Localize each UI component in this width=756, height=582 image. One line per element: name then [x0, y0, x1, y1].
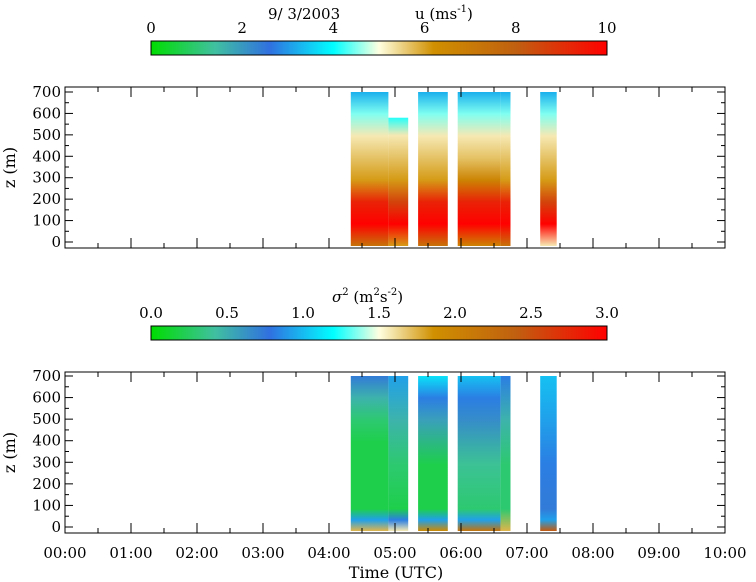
y-tick-label: 100 — [32, 496, 61, 514]
data-segment — [350, 92, 389, 246]
y-tick-label: 700 — [32, 83, 61, 101]
u-colorbar — [150, 40, 608, 56]
y-tick-label: 300 — [32, 169, 61, 187]
data-segment — [418, 376, 448, 531]
y-tick-label: 100 — [32, 212, 61, 230]
sigma-colorbar-title: σ2 (m2s-2) — [332, 287, 403, 306]
sigma-colorbar-ticks: 0.0 0.5 1.0 1.5 2.0 2.5 3.0 — [139, 304, 619, 322]
y-tick-label: 600 — [32, 389, 61, 407]
sigma-panel: 0 100 200 300 400 500 600 700 00:00 01:00 02:00 03:… — [0, 367, 747, 562]
x-tick-label: 09:00 — [637, 544, 680, 562]
y-tick-label: 0 — [51, 518, 61, 536]
x-tick-label: 03:00 — [241, 544, 284, 562]
date-label: 9/ 3/2003 — [268, 5, 340, 23]
x-tick-label: 10:00 — [703, 544, 746, 562]
x-axis-label: Time (UTC) — [349, 563, 443, 582]
colorbar-tick-label: 1.0 — [291, 304, 315, 322]
u-panel: 0 100 200 300 400 500 600 700 z (m) — [0, 83, 726, 251]
x-tick-label: 06:00 — [439, 544, 482, 562]
x-tick-label: 08:00 — [571, 544, 614, 562]
data-segment — [500, 376, 511, 531]
y-tick-label: 0 — [51, 233, 61, 251]
colorbar-tick-label: 0 — [146, 19, 156, 37]
colorbar-tick-label: 4 — [329, 19, 339, 37]
x-tick-label: 02:00 — [175, 544, 218, 562]
data-segment — [418, 92, 448, 246]
y-tick-label: 700 — [32, 367, 61, 385]
colorbar-tick-label: 1.5 — [367, 304, 391, 322]
x-tick-label: 07:00 — [505, 544, 548, 562]
colorbar-tick-label: 8 — [511, 19, 521, 37]
y-tick-label: 500 — [32, 126, 61, 144]
y-tick-label: 600 — [32, 104, 61, 122]
x-tick-label: 04:00 — [307, 544, 350, 562]
x-tick-label: 00:00 — [43, 544, 86, 562]
data-segment — [350, 376, 389, 531]
x-tick-label: 05:00 — [373, 544, 416, 562]
colorbar-tick-label: 0.0 — [139, 304, 163, 322]
y-tick-label: 400 — [32, 432, 61, 450]
y-axis-label: z (m) — [0, 147, 19, 188]
colorbar-tick-label: 10 — [597, 19, 616, 37]
data-segment — [500, 92, 511, 246]
colorbar-tick-label: 0.5 — [215, 304, 239, 322]
u-colorbar-title: u (ms-1) — [415, 4, 473, 23]
sigma-colorbar — [150, 325, 608, 341]
y-tick-label: 300 — [32, 453, 61, 471]
x-tick-label: 01:00 — [109, 544, 152, 562]
data-segment — [388, 117, 409, 246]
colorbar-tick-label: 6 — [420, 19, 430, 37]
colorbar-tick-label: 2 — [237, 19, 247, 37]
colorbar-tick-label: 2.0 — [443, 304, 467, 322]
y-tick-label: 500 — [32, 410, 61, 428]
y-tick-label: 200 — [32, 475, 61, 493]
y-axis-label: z (m) — [0, 432, 19, 473]
data-segment — [457, 376, 501, 531]
colorbar-tick-label: 2.5 — [519, 304, 543, 322]
colorbar-tick-label: 3.0 — [595, 304, 619, 322]
data-segment — [457, 92, 501, 246]
u-colorbar-ticks: 0 2 4 6 8 10 — [146, 19, 616, 37]
data-segment — [540, 92, 557, 246]
y-tick-label: 400 — [32, 147, 61, 165]
y-tick-label: 200 — [32, 190, 61, 208]
data-segment — [388, 376, 409, 531]
data-segment — [540, 376, 557, 531]
